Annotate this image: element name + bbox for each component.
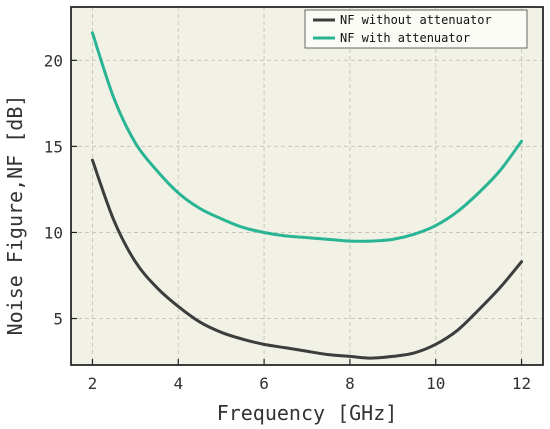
x-tick-label: 2 (88, 374, 98, 393)
x-axis-title: Frequency [GHz] (217, 401, 398, 425)
legend-label-without-attenuator: NF without attenuator (340, 13, 492, 27)
y-tick-label: 15 (44, 137, 63, 156)
legend: NF without attenuator NF with attenuator (304, 9, 528, 49)
x-tick-label: 10 (426, 374, 445, 393)
grid-lines (71, 7, 543, 365)
legend-label-with-attenuator: NF with attenuator (340, 31, 470, 45)
series-line-without-attenuator (90, 158, 524, 360)
legend-box (304, 9, 528, 49)
plot-area (70, 6, 544, 366)
x-tick-label: 6 (259, 374, 269, 393)
x-tick-label: 8 (345, 374, 355, 393)
y-tick-label: 10 (44, 223, 63, 242)
axis-ticks: 2 4 6 8 10 12 5 10 15 20 (44, 51, 531, 393)
series-layer (90, 31, 524, 360)
y-axis-title: Noise Figure,NF [dB] (3, 95, 27, 336)
y-tick-label: 20 (44, 51, 63, 70)
plot-frame (70, 6, 544, 366)
series-line-with-attenuator (90, 31, 524, 243)
x-tick-label: 4 (173, 374, 183, 393)
y-tick-label: 5 (53, 310, 63, 329)
x-tick-label: 12 (512, 374, 531, 393)
